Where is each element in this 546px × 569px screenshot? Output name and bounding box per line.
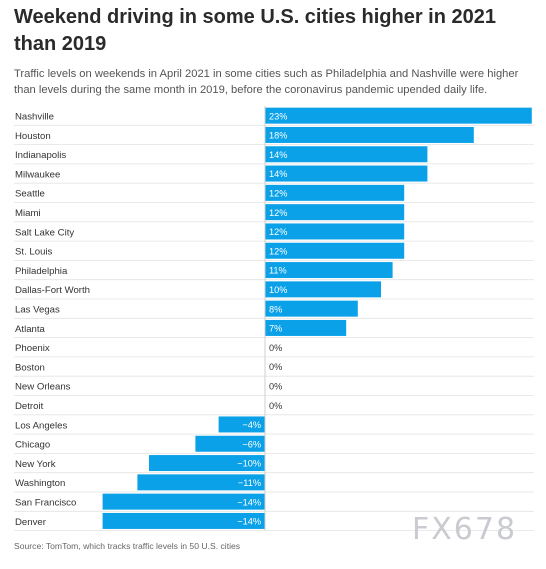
bar <box>265 204 405 221</box>
bar <box>265 300 358 317</box>
value-label: 14% <box>269 169 287 179</box>
category-label: Salt Lake City <box>15 227 74 238</box>
value-label: −11% <box>238 478 261 488</box>
category-label: Detroit <box>15 401 44 412</box>
bar <box>265 223 405 240</box>
value-label: 14% <box>269 150 287 160</box>
value-label: −10% <box>237 459 261 469</box>
value-label: 0% <box>269 381 282 391</box>
bar <box>102 512 265 529</box>
bar <box>265 184 405 201</box>
value-label: −14% <box>237 517 261 527</box>
bar <box>265 107 532 124</box>
bar <box>265 281 381 298</box>
category-label: Chicago <box>15 440 50 451</box>
category-label: New Orleans <box>15 382 71 393</box>
bar <box>137 474 265 491</box>
value-label: 23% <box>269 111 287 121</box>
value-label: 10% <box>269 285 287 295</box>
value-label: 0% <box>269 362 282 372</box>
bar <box>265 262 393 279</box>
category-label: Philadelphia <box>15 266 68 277</box>
bar <box>149 455 265 472</box>
category-label: Phoenix <box>15 343 50 354</box>
watermark-logo: FX678 <box>412 512 518 547</box>
category-label: Los Angeles <box>15 420 67 431</box>
bar <box>265 146 428 163</box>
source-note: Source: TomTom, which tracks traffic lev… <box>14 541 241 551</box>
category-label: Milwaukee <box>15 169 60 180</box>
value-label: 18% <box>269 131 287 141</box>
value-label: 7% <box>269 324 282 334</box>
category-label: Atlanta <box>15 324 46 335</box>
bar <box>195 435 265 452</box>
category-label: Dallas-Fort Worth <box>15 285 90 296</box>
category-label: Miami <box>15 208 41 219</box>
chart-title: Weekend driving in some U.S. cities high… <box>14 6 497 55</box>
value-label: −14% <box>237 497 261 507</box>
category-label: Indianapolis <box>15 150 66 161</box>
chart-subtitle: Traffic levels on weekends in April 2021… <box>14 68 519 96</box>
category-label: Las Vegas <box>15 304 60 315</box>
bar <box>102 493 265 510</box>
value-label: 0% <box>269 343 282 353</box>
value-label: −6% <box>242 439 261 449</box>
value-label: 11% <box>269 266 287 276</box>
value-label: −4% <box>242 420 261 430</box>
category-label: Boston <box>15 362 45 373</box>
category-label: San Francisco <box>15 497 76 508</box>
value-label: 12% <box>269 188 287 198</box>
category-label: St. Louis <box>15 247 53 258</box>
bar <box>265 319 347 336</box>
bar <box>265 126 474 143</box>
value-label: 12% <box>269 227 287 237</box>
category-label: Seattle <box>15 189 45 200</box>
category-label: Denver <box>15 517 47 528</box>
value-label: 12% <box>269 208 287 218</box>
category-label: Nashville <box>15 111 54 122</box>
bar <box>265 242 405 259</box>
value-label: 12% <box>269 246 287 256</box>
category-label: Houston <box>15 131 51 142</box>
value-label: 8% <box>269 304 282 314</box>
bar <box>218 416 265 433</box>
category-label: Washington <box>15 478 65 489</box>
category-label: New York <box>15 459 56 470</box>
value-label: 0% <box>269 401 282 411</box>
bar <box>265 165 428 182</box>
